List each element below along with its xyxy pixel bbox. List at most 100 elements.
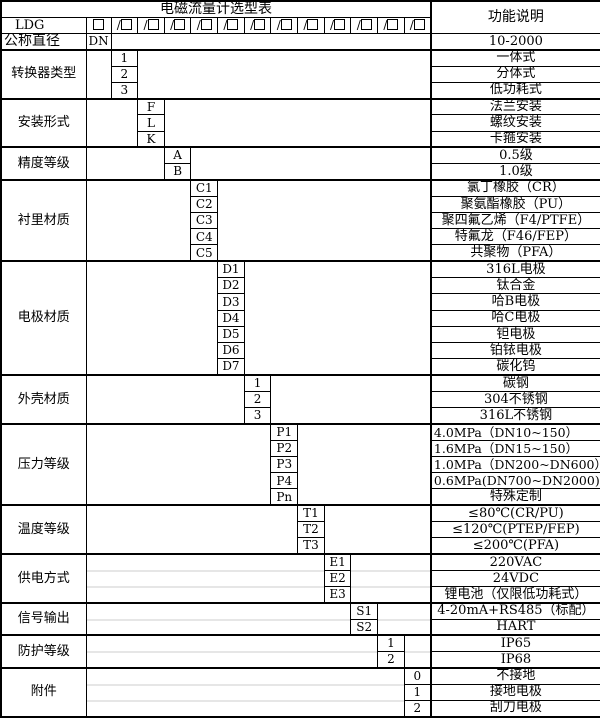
code-cell: C2 (190, 195, 219, 213)
function-column-header: 功能说明 (429, 1, 600, 35)
code-cell: 2 (110, 65, 139, 83)
code-cell: 1 (377, 634, 405, 653)
category-label: 转换器类型 (1, 48, 87, 99)
spacer-cell (164, 97, 431, 148)
code-cell: E1 (323, 553, 352, 571)
code-cell: D4 (217, 309, 245, 327)
model-box-cell: / (403, 16, 432, 35)
function-cell: 1.0MPa（DN200~DN600） (429, 456, 600, 474)
model-box-cell: / (297, 16, 325, 35)
category-label: 衬里材质 (1, 178, 87, 262)
model-box-cell: / (190, 16, 219, 35)
code-cell: D2 (217, 277, 245, 295)
model-box-cell: / (110, 16, 139, 35)
function-cell: 24VDC (429, 570, 600, 588)
code-cell: D1 (217, 260, 245, 279)
code-cell: 2 (243, 390, 272, 409)
category-label: 附件 (1, 666, 87, 717)
code-cell: D7 (217, 358, 245, 376)
function-cell: 316L不锈钢 (429, 407, 600, 425)
function-cell: 钽电极 (429, 326, 600, 344)
spacer-cell (86, 178, 191, 262)
function-cell: IP68 (429, 651, 600, 669)
code-cell: A (163, 146, 192, 165)
function-cell: 卡箍安装 (429, 131, 600, 148)
category-label: 防护等级 (1, 634, 87, 668)
function-cell: 钛合金 (429, 277, 600, 295)
model-box-icon (334, 19, 346, 31)
code-cell: S1 (350, 601, 379, 620)
model-box-cell (85, 16, 112, 35)
category-label: 供电方式 (1, 553, 87, 603)
code-cell: C1 (190, 178, 219, 197)
code-cell: E2 (323, 569, 352, 588)
function-cell: 0.6MPa(DN700~DN2000) (429, 472, 600, 490)
table-title: 电磁流量计选型表 (1, 1, 431, 18)
function-cell: 哈B电极 (429, 293, 600, 311)
code-cell: L (137, 114, 165, 132)
model-box-cell: / (323, 16, 352, 35)
spacer-cell (137, 48, 431, 99)
function-cell: 哈C电极 (429, 310, 600, 327)
function-cell: 特殊定制 (429, 488, 600, 506)
function-cell: 1.6MPa（DN15~150） (429, 440, 600, 457)
function-cell: 刮刀电极 (429, 700, 600, 718)
function-cell: 聚氨酯橡胶（PU） (429, 196, 600, 213)
model-box-cell: / (163, 16, 192, 35)
category-label: 精度等级 (1, 146, 87, 180)
spacer-cell (86, 504, 298, 555)
function-cell: 氯丁橡胶（CR） (429, 178, 600, 197)
function-cell: 铂铱电极 (429, 342, 600, 360)
function-cell: 锂电池（仅限低功耗式） (429, 586, 600, 604)
code-cell: D3 (217, 293, 245, 311)
code-cell: 3 (110, 81, 139, 100)
spacer-cell (86, 601, 351, 636)
function-cell: 304不锈钢 (429, 391, 600, 409)
code-cell: 0 (403, 666, 432, 685)
code-cell: 2 (403, 699, 432, 718)
code-cell: D6 (217, 342, 245, 360)
function-cell: 10-2000 (429, 33, 600, 51)
model-prefix-cell: LDG (1, 17, 87, 35)
spacer-cell (297, 422, 431, 506)
function-cell: 聚四氟乙烯（F4/PTFE） (429, 212, 600, 230)
model-box-icon (387, 19, 399, 31)
code-cell: DN (85, 33, 112, 51)
function-cell: HART (429, 619, 600, 636)
code-cell: 3 (243, 407, 272, 425)
category-label: 公称直径 (1, 33, 87, 50)
function-cell: 1.0级 (429, 163, 600, 181)
function-cell: 0.5级 (429, 146, 600, 165)
code-cell: K (137, 130, 165, 148)
code-cell: P2 (270, 439, 299, 457)
function-cell: 分体式 (429, 66, 600, 83)
model-box-icon (307, 19, 319, 31)
function-cell: 共聚物（PFA） (429, 244, 600, 262)
code-cell: D5 (217, 325, 245, 344)
spacer-cell (244, 260, 431, 376)
code-cell: P3 (270, 455, 299, 474)
model-box-icon (174, 19, 186, 31)
function-cell: 碳钢 (429, 374, 600, 392)
spacer-cell (86, 422, 271, 506)
spacer-cell (86, 666, 405, 717)
category-label: 信号输出 (1, 601, 87, 636)
spacer-cell (217, 178, 431, 262)
function-cell: 4-20mA+RS485（标配） (429, 601, 600, 620)
function-cell: 低功耗式 (429, 82, 600, 100)
model-box-icon (413, 19, 425, 31)
function-cell: 法兰安装 (429, 97, 600, 116)
code-cell: T2 (297, 520, 325, 539)
code-cell: Pn (270, 488, 299, 506)
model-box-icon (254, 19, 266, 31)
spacer-cell (350, 553, 431, 603)
model-box-cell: / (243, 16, 272, 35)
category-label: 电极材质 (1, 260, 87, 376)
code-cell: E3 (323, 586, 352, 604)
spacer-cell (111, 34, 431, 50)
spacer-cell (86, 260, 218, 376)
code-cell: T3 (297, 537, 325, 555)
model-box-cell: / (270, 16, 299, 35)
code-cell: P1 (270, 422, 299, 441)
